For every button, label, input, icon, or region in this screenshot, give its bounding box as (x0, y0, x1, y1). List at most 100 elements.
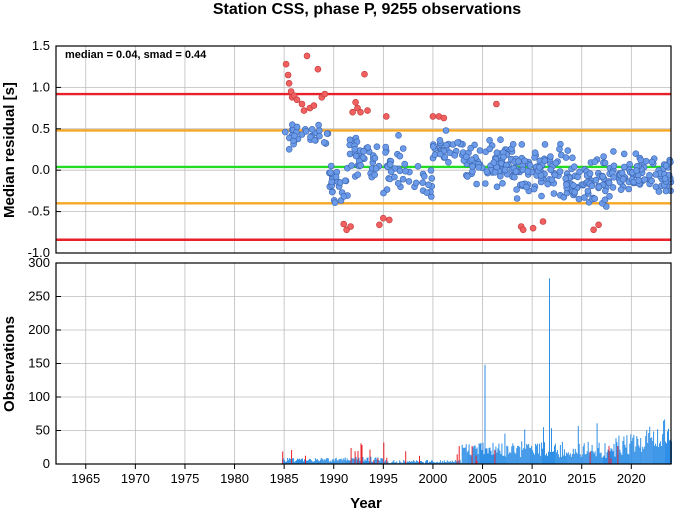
observation-bar (342, 458, 344, 464)
observation-bar (410, 461, 412, 464)
residual-point (483, 168, 491, 175)
residual-point (569, 154, 576, 162)
residual-point (462, 153, 470, 160)
observation-bar (312, 461, 314, 464)
observation-bar (323, 459, 325, 464)
observation-bar (490, 450, 492, 464)
residual-point (610, 174, 618, 181)
residual-point (414, 163, 422, 170)
observation-bar (286, 461, 288, 464)
observation-bar (507, 446, 509, 464)
observation-bar (406, 462, 408, 464)
observation-bar (647, 442, 649, 464)
observation-bar (668, 428, 669, 464)
outlier-bar (476, 461, 478, 464)
observation-bar (453, 462, 455, 464)
observation-bar (508, 454, 510, 464)
observation-bar (500, 454, 502, 464)
observation-bar (532, 450, 534, 464)
observation-bar (344, 457, 346, 464)
residual-point (562, 154, 570, 161)
outlier-point (282, 60, 290, 68)
observation-bar (326, 458, 328, 464)
observation-bar (341, 460, 343, 464)
outlier-bar (617, 446, 619, 464)
outlier-bar (383, 442, 385, 464)
residual-point (401, 160, 409, 168)
residual-point (320, 139, 328, 146)
residual-point (285, 146, 293, 153)
residual-point (382, 149, 389, 156)
observation-bar (502, 455, 504, 464)
observation-bar (380, 458, 382, 464)
observations-y-ticks: 300 250 200 150 100 50 0 (28, 255, 61, 471)
observation-bar (546, 453, 547, 464)
observation-bar (307, 460, 308, 464)
observation-bar (538, 453, 540, 464)
residual-point (486, 145, 494, 153)
residual-point (441, 153, 449, 161)
outlier-bar (589, 451, 591, 464)
residual-point (570, 182, 577, 189)
observation-bar (347, 460, 349, 464)
residual-point (610, 148, 617, 155)
observation-bar (403, 460, 405, 464)
observation-bar (550, 452, 551, 464)
y-tick-label: 0.0 (32, 162, 50, 177)
outlier-point (300, 107, 308, 114)
observation-bar (297, 458, 298, 464)
observation-bar (607, 449, 609, 464)
observation-bar (487, 453, 489, 464)
observation-bar (311, 461, 313, 464)
outlier-bar (610, 458, 612, 464)
outlier-bar (361, 445, 363, 464)
observation-bar (527, 445, 529, 464)
observation-bar (486, 448, 488, 464)
observation-bar (292, 458, 294, 464)
observation-bar (619, 449, 621, 464)
residual-point (609, 184, 617, 191)
y-tick-label: 200 (28, 322, 50, 337)
observation-bar (626, 435, 628, 464)
observation-bar (304, 459, 305, 464)
observation-bar (299, 458, 300, 464)
observation-bar (331, 459, 333, 464)
observation-bar (658, 447, 660, 464)
residual-point (493, 183, 501, 191)
observation-bar (542, 448, 543, 464)
observation-bar (652, 440, 654, 464)
observation-bar (334, 458, 336, 464)
observation-bar (459, 460, 461, 464)
residual-point (601, 196, 609, 204)
observation-bar (356, 459, 358, 464)
observation-bar (588, 452, 590, 464)
observation-bar (594, 451, 596, 464)
observation-bar (568, 455, 570, 464)
observation-bar (583, 443, 585, 464)
observation-bar (483, 454, 485, 464)
residual-point (617, 186, 625, 193)
observation-bar (642, 446, 644, 464)
residual-point (523, 183, 530, 191)
observation-bar (416, 460, 418, 464)
observation-bar (566, 453, 568, 464)
residual-point (412, 179, 420, 187)
residual-point (575, 195, 583, 203)
observation-bar (325, 458, 327, 464)
observation-bar (629, 443, 631, 464)
observation-bar (349, 460, 351, 464)
outlier-point (321, 90, 329, 98)
residual-point (372, 165, 380, 172)
observation-bar (429, 461, 430, 464)
residual-point (551, 171, 559, 179)
residual-point (328, 188, 336, 196)
observation-bar (620, 452, 622, 464)
observation-bar (648, 433, 650, 464)
observation-bar (332, 459, 334, 464)
observation-bar (510, 452, 512, 464)
observation-bar (464, 447, 466, 464)
observation-bar (401, 462, 403, 464)
observation-bar (438, 462, 440, 464)
observation-bar (579, 454, 581, 464)
observation-bar (638, 445, 640, 464)
